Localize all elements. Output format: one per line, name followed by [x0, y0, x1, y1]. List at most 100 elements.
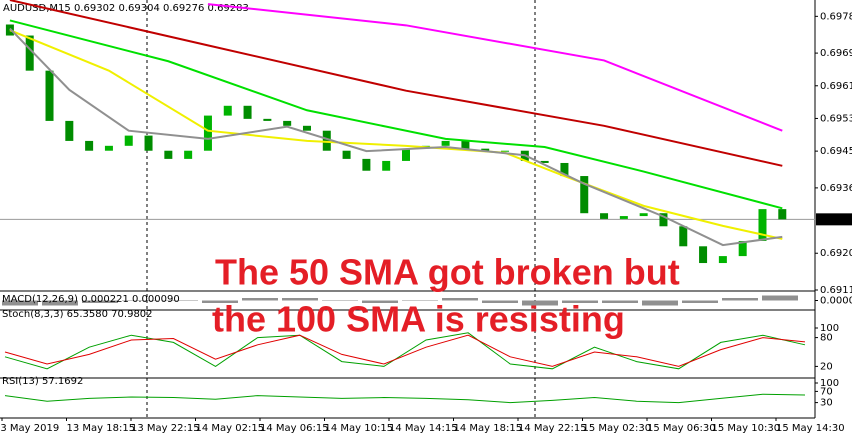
- time-label: 15 May 14:30: [776, 423, 845, 434]
- macd-bar: [202, 300, 238, 303]
- macd-bar: [362, 300, 398, 303]
- candle: [441, 140, 450, 146]
- y-tick-label: 0.6978: [820, 11, 852, 22]
- candle: [124, 135, 133, 146]
- macd-bar: [482, 300, 518, 303]
- macd-bar: [522, 300, 558, 306]
- annotation: The 50 SMA got broken but: [215, 252, 680, 293]
- macd-bar: [562, 300, 598, 303]
- indicator-title: MACD(12,26,9) 0.000221 0.000090: [2, 294, 180, 305]
- candle: [619, 216, 628, 219]
- candle: [382, 160, 391, 171]
- indicator-title: RSI(13) 57.1692: [2, 376, 83, 387]
- candle: [402, 148, 410, 161]
- candle: [560, 162, 569, 177]
- macd-bar: [2, 300, 38, 306]
- macd-bar: [162, 300, 198, 301]
- time-label: 14 May 02:15: [196, 423, 265, 434]
- macd-bar: [282, 298, 318, 301]
- macd-bar: [82, 300, 118, 303]
- time-label: 14 May 14:15: [389, 423, 458, 434]
- moving-average: [9, 29, 783, 240]
- time-label: 13 May 22:15: [131, 423, 200, 434]
- y-tick-label: 0.0000: [820, 296, 852, 307]
- y-tick-label: 70: [820, 386, 833, 397]
- candle: [144, 135, 153, 151]
- candle: [25, 35, 34, 71]
- candle: [738, 240, 747, 257]
- candle: [699, 246, 708, 264]
- y-tick-label: 0.6911: [820, 285, 852, 296]
- candle: [45, 70, 54, 121]
- candle: [342, 150, 351, 159]
- candle: [243, 105, 252, 119]
- candle: [184, 150, 193, 159]
- y-tick-label: 30: [820, 398, 833, 409]
- macd-bar: [402, 300, 438, 301]
- macd-bar: [42, 300, 78, 306]
- candle: [718, 256, 727, 264]
- macd-bar: [322, 300, 358, 301]
- candle: [362, 158, 371, 171]
- candle: [461, 140, 470, 149]
- macd-bar: [122, 300, 158, 301]
- candle: [639, 213, 648, 217]
- macd-bar: [722, 298, 758, 301]
- time-label: 15 May 06:30: [647, 423, 716, 434]
- time-label: 13 May 18:15: [67, 423, 136, 434]
- time-label: 15 May 10:30: [712, 423, 781, 434]
- y-tick-label: 0.6936: [820, 183, 852, 194]
- time-label: 14 May 22:15: [518, 423, 587, 434]
- y-tick-label: 0.6953: [820, 113, 852, 124]
- candle: [164, 150, 173, 159]
- y-tick-label: 80: [820, 333, 833, 344]
- candle: [580, 176, 589, 214]
- y-tick-label: 0.6969: [820, 48, 852, 59]
- candle: [778, 209, 787, 220]
- candle: [659, 213, 668, 227]
- candle: [283, 120, 292, 126]
- candle: [223, 105, 232, 116]
- candle: [65, 120, 74, 141]
- time-label: 14 May 18:15: [454, 423, 523, 434]
- time-label: 14 May 10:15: [325, 423, 394, 434]
- time-label: 13 May 2019: [0, 423, 59, 434]
- moving-average: [9, 27, 783, 247]
- candle: [322, 130, 331, 151]
- y-tick-label: 100: [820, 323, 839, 334]
- candle: [302, 125, 311, 131]
- moving-average: [207, 3, 783, 132]
- candle: [263, 118, 272, 121]
- candle: [600, 213, 609, 219]
- y-tick-label: 0.6945: [820, 146, 852, 157]
- candle: [679, 226, 688, 247]
- macd-bar: [642, 300, 678, 306]
- last-price-box: [816, 213, 852, 226]
- macd-bar: [762, 295, 798, 301]
- candle: [501, 150, 510, 152]
- macd-bar: [602, 300, 638, 303]
- indicator-line: [4, 334, 806, 367]
- indicator-line: [4, 332, 806, 370]
- chart-title: AUDUSD,M15 0.69302 0.69304 0.69276 0.692…: [3, 3, 249, 14]
- candle: [203, 115, 212, 151]
- y-tick-label: 100: [820, 378, 839, 389]
- indicator-line: [4, 393, 806, 404]
- candle: [104, 145, 113, 151]
- candle: [85, 140, 94, 151]
- macd-bar: [682, 300, 718, 303]
- time-label: 15 May 02:30: [583, 423, 652, 434]
- y-tick-label: 20: [820, 361, 833, 372]
- time-label: 14 May 06:15: [260, 423, 329, 434]
- moving-average: [9, 19, 783, 210]
- indicator-title: Stoch(8,3,3) 65.3580 70.9802: [2, 309, 153, 320]
- macd-bar: [242, 298, 278, 301]
- candle: [481, 148, 490, 151]
- candle: [758, 209, 767, 241]
- moving-average: [9, 0, 783, 167]
- annotation: the 100 SMA is resisting: [212, 299, 625, 340]
- y-tick-label: 0.6961: [820, 81, 852, 92]
- y-tick-label: 0.6920: [820, 248, 852, 259]
